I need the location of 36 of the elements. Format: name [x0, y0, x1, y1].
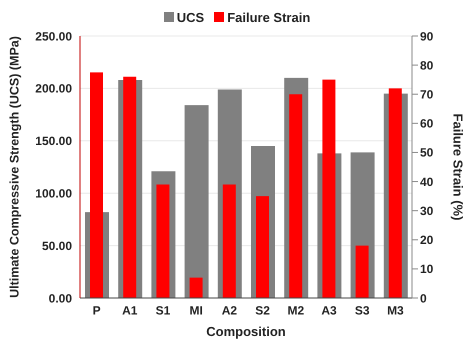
y2-tick-label: 80	[420, 58, 434, 72]
x-axis-title: Composition	[206, 324, 286, 339]
y2-tick-label: 60	[420, 116, 434, 131]
y2-tick-label: 20	[420, 233, 434, 248]
bar	[184, 105, 209, 298]
bar	[256, 196, 269, 298]
y2-tick-label: 10	[420, 262, 434, 276]
y-tick-label: 200.00	[35, 82, 72, 96]
y2-tick-label: 40	[420, 174, 434, 189]
y2-tick-label: 30	[420, 204, 434, 218]
y-tick-label: 150.00	[35, 134, 72, 148]
y2-tick-label: 70	[420, 87, 434, 102]
x-tick-label: P	[92, 304, 101, 318]
y-axis-title: Ultimate Compressive Strength (UCS) (MPa)	[7, 36, 22, 298]
y2-tick-label: 0	[420, 291, 427, 306]
y2-tick-label: 50	[420, 146, 434, 160]
y-tick-label: 0.00	[48, 291, 72, 306]
legend-label: Failure Strain	[226, 10, 310, 24]
bar	[356, 246, 369, 298]
x-tick-label: S1	[156, 304, 171, 318]
x-tick-label: A1	[122, 304, 138, 318]
y-tick-label: 100.00	[35, 186, 72, 200]
x-tick-label: A3	[321, 304, 337, 318]
x-tick-label: A2	[222, 304, 238, 318]
x-tick-label: S2	[255, 304, 270, 318]
y2-tick-label: 90	[420, 29, 434, 44]
y-tick-label: 50.00	[42, 238, 72, 253]
x-tick-label: M2	[287, 304, 304, 318]
bar	[190, 278, 203, 298]
legend-label: UCS	[176, 10, 204, 24]
x-tick-label: S3	[354, 304, 370, 318]
x-tick-label: M3	[387, 304, 404, 318]
bar	[222, 184, 236, 298]
y2-axis-title: Failure Strain (%)	[450, 114, 466, 220]
y-tick-label: 250.00	[35, 29, 72, 44]
x-tick-label: MI	[190, 304, 203, 318]
